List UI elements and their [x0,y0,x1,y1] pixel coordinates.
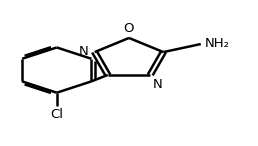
Text: NH₂: NH₂ [205,37,230,50]
Text: N: N [152,78,162,91]
Text: O: O [124,22,134,35]
Text: Cl: Cl [50,108,63,121]
Text: N: N [78,45,88,58]
